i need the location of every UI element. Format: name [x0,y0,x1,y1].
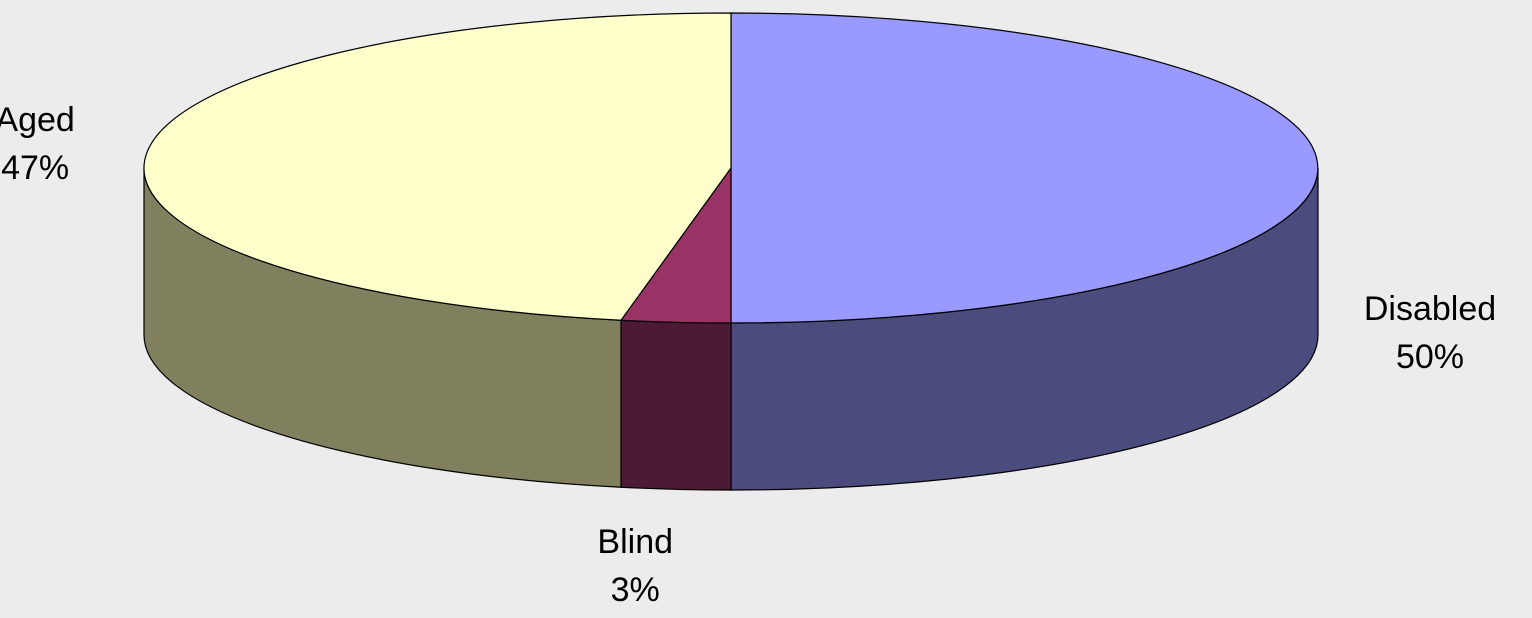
slice-side [620,319,732,491]
slice [143,12,732,321]
slice-value-label: 47% [1,149,69,187]
slice [730,12,1319,324]
slice-value-label: 3% [611,571,660,609]
slice-value-label: 50% [1396,338,1464,376]
slice-label: Blind [597,523,673,561]
slice-label: Aged [0,101,75,139]
slice-label: Disabled [1364,290,1496,328]
